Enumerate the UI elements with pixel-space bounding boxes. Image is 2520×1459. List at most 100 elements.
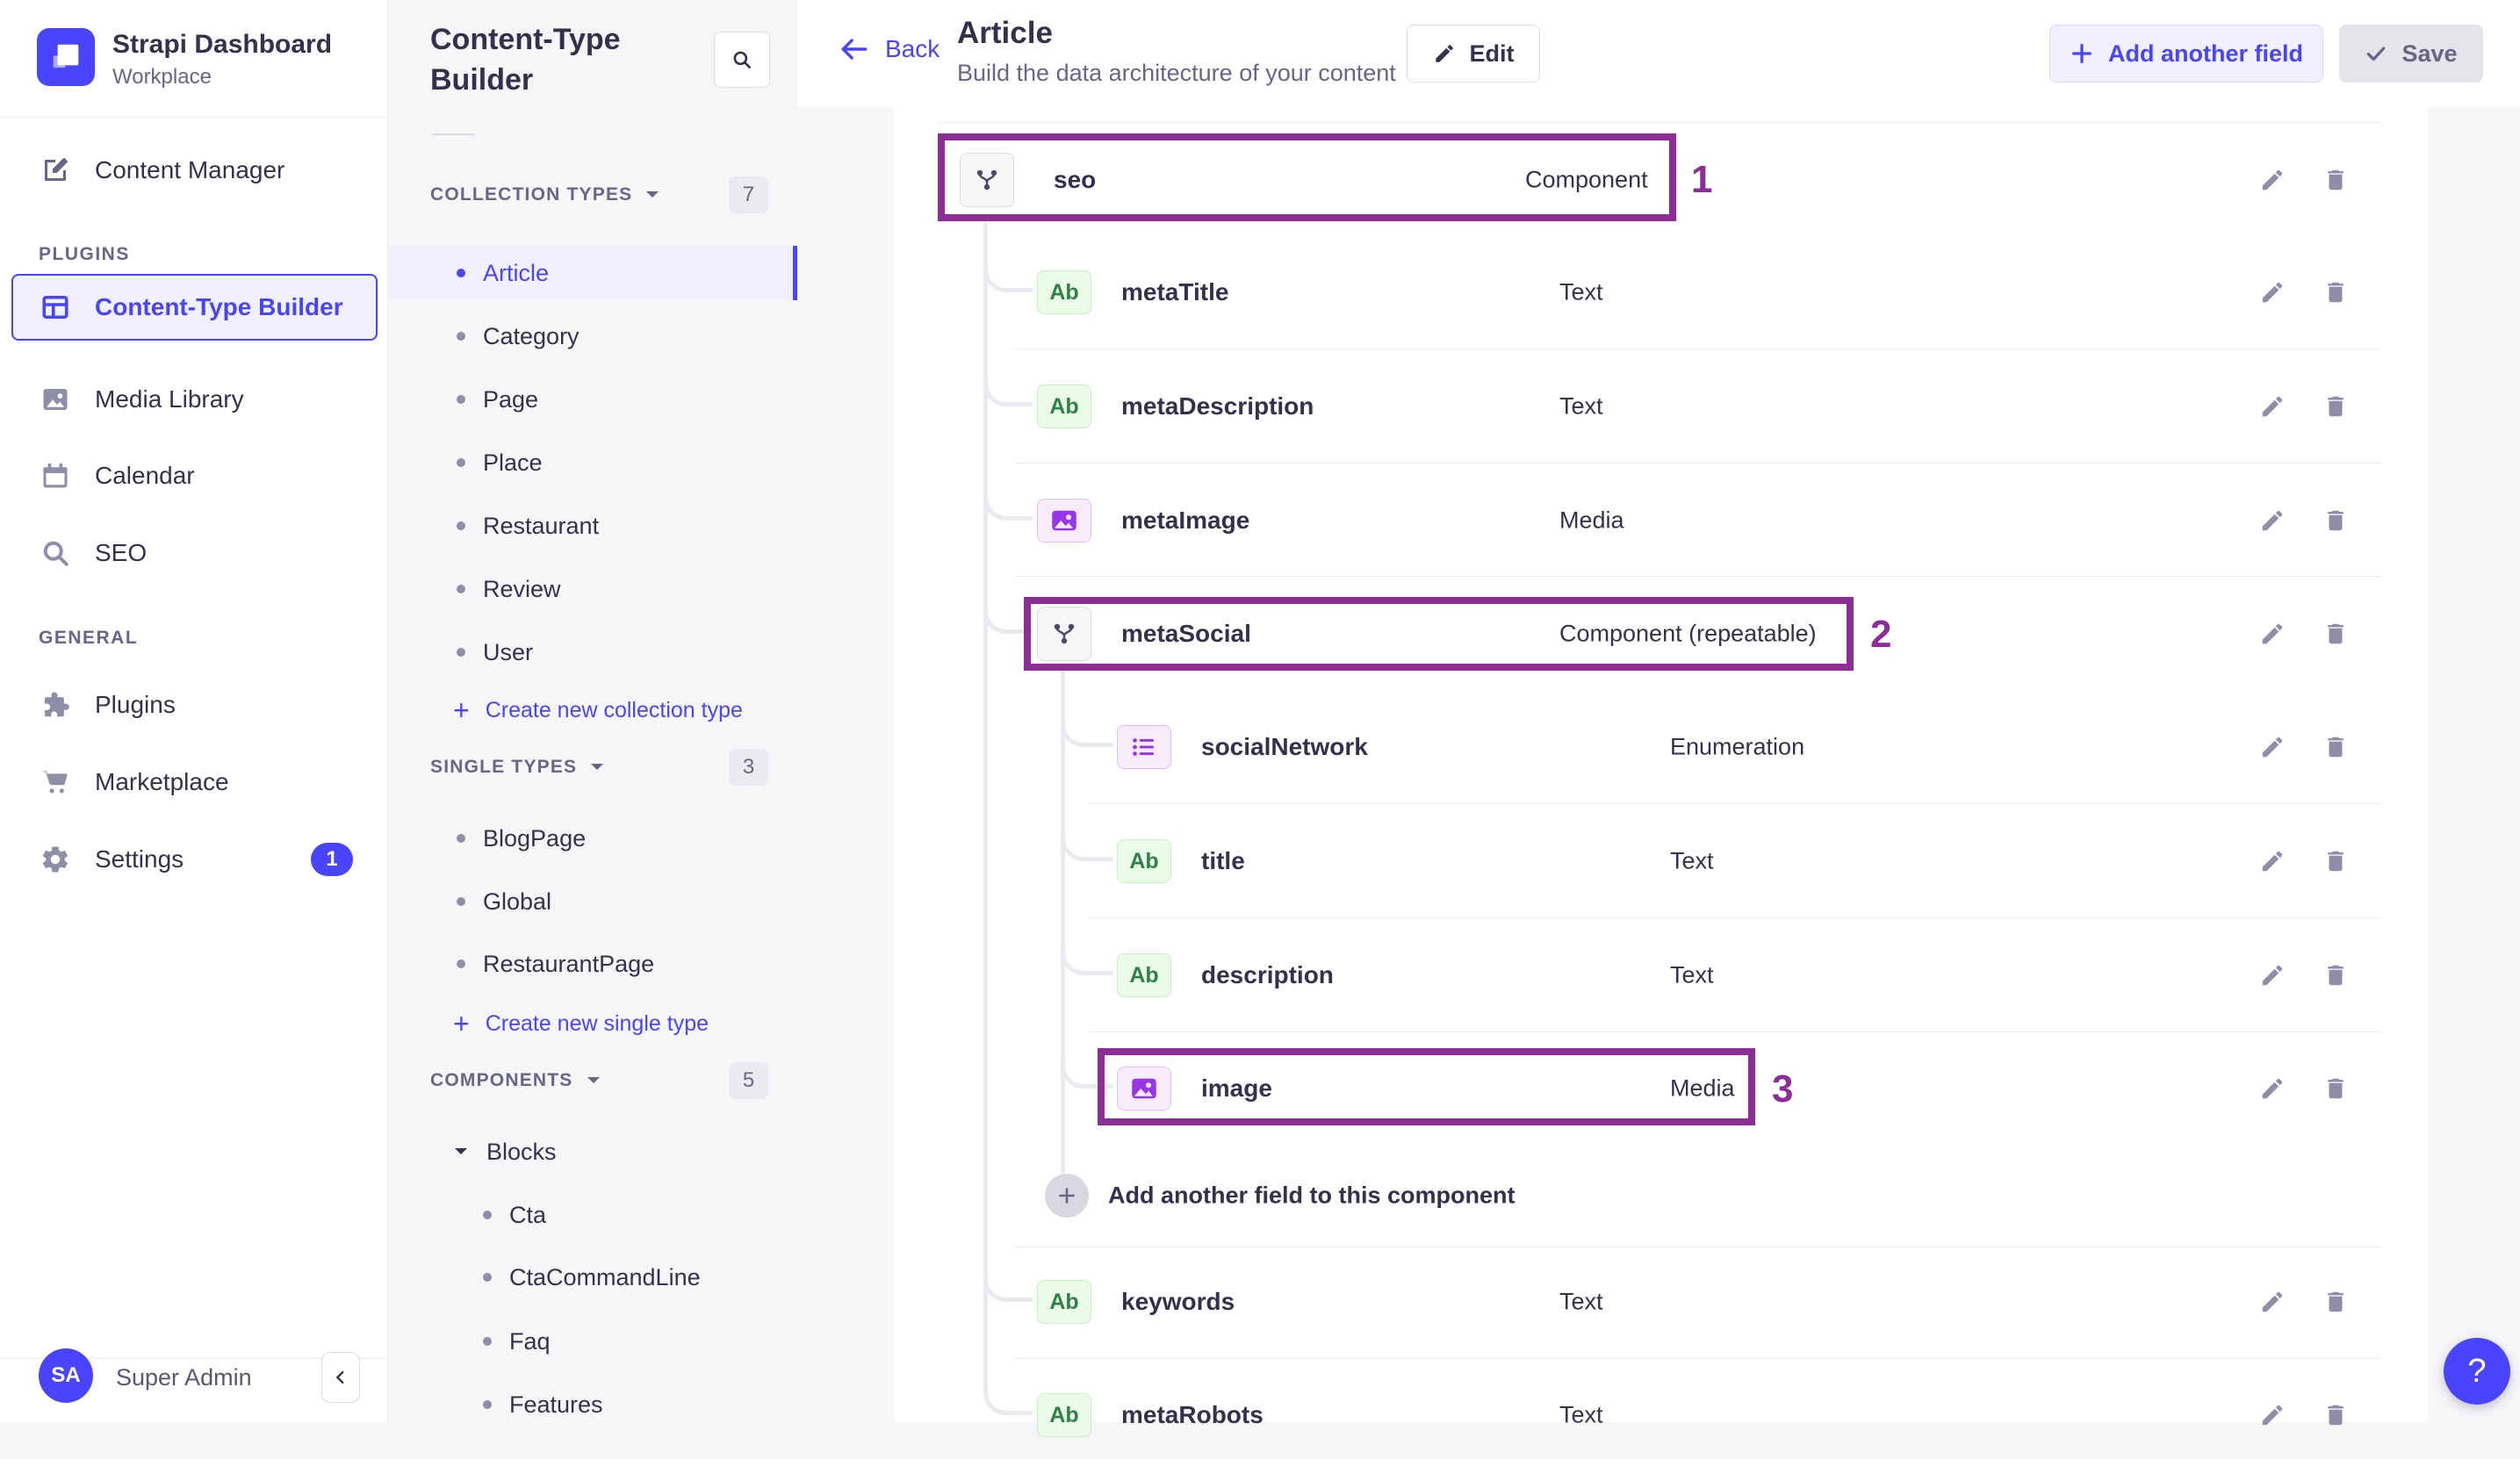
- ab-glyph: Ab: [1129, 848, 1159, 873]
- nav-item-global[interactable]: Global: [387, 874, 797, 929]
- divider: [1013, 1358, 2381, 1359]
- edit-button[interactable]: Edit: [1407, 25, 1540, 83]
- edit-field-button[interactable]: [2253, 956, 2292, 995]
- field-name: metaImage: [1121, 507, 1250, 534]
- strapi-logo-icon: [37, 28, 95, 86]
- brand-subtitle: Workplace: [112, 65, 212, 89]
- add-component-field-button[interactable]: [1045, 1174, 1089, 1218]
- edit-field-button[interactable]: [2253, 501, 2292, 540]
- sidebar-item-content-manager[interactable]: Content Manager: [0, 141, 387, 199]
- delete-field-button[interactable]: [2316, 161, 2355, 199]
- delete-field-button[interactable]: [2316, 501, 2355, 540]
- nav-item-page[interactable]: Page: [387, 372, 797, 427]
- nav-item-label: Review: [483, 575, 561, 602]
- divider: [432, 133, 474, 135]
- nav-item-label: Faq: [509, 1327, 551, 1355]
- nav-item-label: User: [483, 638, 534, 665]
- sidebar-item-plugins[interactable]: Plugins: [0, 676, 387, 734]
- bullet-icon: [483, 1400, 492, 1409]
- tree-elbow: [1061, 823, 1113, 861]
- edit-field-button[interactable]: [2253, 1283, 2292, 1321]
- avatar[interactable]: SA: [39, 1348, 93, 1403]
- nav-item-label: Page: [483, 385, 539, 413]
- chevron-down-icon: [453, 1146, 469, 1157]
- sidebar-item-media-library[interactable]: Media Library: [0, 370, 387, 428]
- settings-badge: 1: [311, 843, 353, 876]
- plugins-section-label: PLUGINS: [39, 244, 130, 264]
- field-row-metaimage: metaImage Media: [894, 477, 2428, 564]
- field-type: Text: [1559, 392, 1603, 420]
- nav-item-user[interactable]: User: [387, 625, 797, 679]
- nav-item-label: CtaCommandLine: [509, 1263, 701, 1290]
- edit-field-button[interactable]: [2253, 387, 2292, 426]
- collection-types-header[interactable]: COLLECTION TYPES 7: [430, 176, 768, 214]
- edit-field-button[interactable]: [2253, 273, 2292, 312]
- field-row-keywords: Ab keywords Text: [894, 1258, 2428, 1346]
- edit-field-button[interactable]: [2253, 728, 2292, 766]
- sidebar-item-seo[interactable]: SEO: [0, 524, 387, 582]
- delete-field-button[interactable]: [2316, 1283, 2355, 1321]
- save-button[interactable]: Save: [2339, 25, 2483, 83]
- search-button[interactable]: [714, 32, 770, 88]
- add-component-field-label[interactable]: Add another field to this component: [1108, 1182, 1516, 1209]
- components-header[interactable]: COMPONENTS 5: [430, 1061, 768, 1100]
- edit-field-button[interactable]: [2253, 161, 2292, 199]
- create-collection-type-link[interactable]: + Create new collection type: [387, 683, 797, 737]
- add-another-field-button[interactable]: Add another field: [2049, 25, 2323, 83]
- sidebar-item-content-type-builder[interactable]: Content-Type Builder: [11, 274, 378, 341]
- nav-item-features[interactable]: Features: [387, 1377, 797, 1422]
- bullet-icon: [457, 897, 465, 906]
- delete-field-button[interactable]: [2316, 1396, 2355, 1434]
- page-subtitle: Build the data architecture of your cont…: [957, 60, 1396, 86]
- back-link[interactable]: Back: [839, 35, 940, 63]
- divider: [938, 122, 2381, 123]
- sidebar-item-marketplace[interactable]: Marketplace: [0, 753, 387, 811]
- cart-icon: [39, 765, 72, 799]
- brand-title: Strapi Dashboard: [112, 30, 333, 59]
- collapse-sidebar-button[interactable]: [321, 1352, 360, 1403]
- nav-item-article[interactable]: Article: [387, 246, 797, 300]
- delete-field-button[interactable]: [2316, 728, 2355, 766]
- component-field-icon: [960, 153, 1014, 207]
- help-button[interactable]: ?: [2444, 1338, 2510, 1405]
- edit-field-button[interactable]: [2253, 615, 2292, 653]
- sidebar-item-label: Content-Type Builder: [95, 293, 343, 320]
- delete-field-button[interactable]: [2316, 387, 2355, 426]
- nav-item-blogpage[interactable]: BlogPage: [387, 811, 797, 866]
- nav-item-restaurant[interactable]: Restaurant: [387, 499, 797, 553]
- tree-elbow: [1061, 708, 1113, 747]
- section-label: COLLECTION TYPES: [430, 184, 633, 205]
- edit-field-button[interactable]: [2253, 1396, 2292, 1434]
- field-row-seo: seo Component: [894, 136, 2428, 224]
- nav-item-faq[interactable]: Faq: [387, 1314, 797, 1369]
- page-title: Article: [957, 16, 1053, 50]
- layout-grid-icon: [39, 291, 72, 324]
- nav-group-blocks[interactable]: Blocks: [387, 1125, 797, 1179]
- chevron-left-icon: [335, 1370, 344, 1384]
- delete-field-button[interactable]: [2316, 273, 2355, 312]
- sidebar-item-calendar[interactable]: Calendar: [0, 447, 387, 505]
- edit-field-button[interactable]: [2253, 1069, 2292, 1108]
- nav-item-label: Restaurant: [483, 512, 600, 539]
- sidebar-item-settings[interactable]: Settings: [0, 830, 387, 888]
- text-field-icon: Ab: [1037, 1280, 1091, 1324]
- delete-field-button[interactable]: [2316, 615, 2355, 653]
- single-types-header[interactable]: SINGLE TYPES 3: [430, 748, 768, 787]
- delete-field-button[interactable]: [2316, 842, 2355, 880]
- section-label: COMPONENTS: [430, 1070, 573, 1090]
- field-name: metaTitle: [1121, 278, 1229, 305]
- single-count-badge: 3: [729, 749, 768, 786]
- nav-item-review[interactable]: Review: [387, 562, 797, 616]
- edit-field-button[interactable]: [2253, 842, 2292, 880]
- sidebar-item-label: Marketplace: [95, 768, 229, 795]
- nav-item-cta[interactable]: Cta: [387, 1188, 797, 1242]
- nav-item-restaurantpage[interactable]: RestaurantPage: [387, 937, 797, 991]
- delete-field-button[interactable]: [2316, 956, 2355, 995]
- create-single-type-link[interactable]: + Create new single type: [387, 996, 797, 1051]
- ab-glyph: Ab: [1049, 1289, 1079, 1314]
- nav-item-place[interactable]: Place: [387, 435, 797, 490]
- delete-field-button[interactable]: [2316, 1069, 2355, 1108]
- nav-item-ctacommandline[interactable]: CtaCommandLine: [387, 1250, 797, 1304]
- divider: [1089, 917, 2381, 918]
- nav-item-category[interactable]: Category: [387, 309, 797, 363]
